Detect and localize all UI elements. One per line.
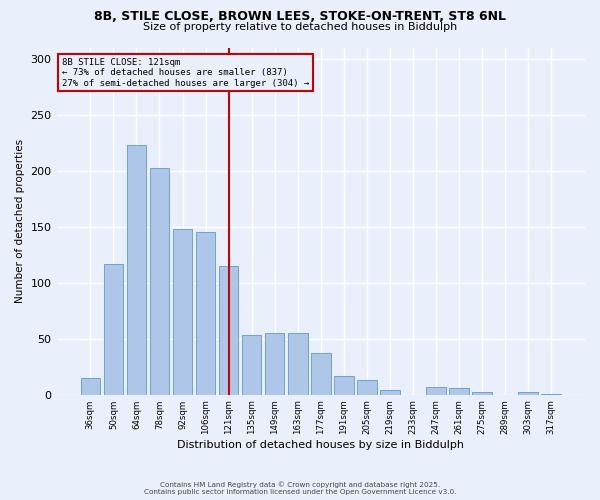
Bar — [288, 333, 308, 394]
Bar — [449, 388, 469, 394]
Bar — [357, 380, 377, 394]
X-axis label: Distribution of detached houses by size in Biddulph: Distribution of detached houses by size … — [177, 440, 464, 450]
Bar — [311, 354, 331, 395]
Bar — [242, 336, 262, 394]
Y-axis label: Number of detached properties: Number of detached properties — [15, 139, 25, 303]
Bar — [426, 387, 446, 394]
Text: 8B, STILE CLOSE, BROWN LEES, STOKE-ON-TRENT, ST8 6NL: 8B, STILE CLOSE, BROWN LEES, STOKE-ON-TR… — [94, 10, 506, 23]
Text: Size of property relative to detached houses in Biddulph: Size of property relative to detached ho… — [143, 22, 457, 32]
Bar — [149, 168, 169, 394]
Bar — [219, 266, 238, 394]
Bar — [472, 392, 492, 394]
Bar — [196, 232, 215, 394]
Bar — [173, 229, 193, 394]
Bar — [380, 390, 400, 394]
Text: Contains HM Land Registry data © Crown copyright and database right 2025.
Contai: Contains HM Land Registry data © Crown c… — [144, 482, 456, 495]
Bar — [80, 378, 100, 394]
Bar — [127, 145, 146, 394]
Text: 8B STILE CLOSE: 121sqm
← 73% of detached houses are smaller (837)
27% of semi-de: 8B STILE CLOSE: 121sqm ← 73% of detached… — [62, 58, 309, 88]
Bar — [265, 333, 284, 394]
Bar — [518, 392, 538, 394]
Bar — [334, 376, 353, 394]
Bar — [104, 264, 123, 394]
